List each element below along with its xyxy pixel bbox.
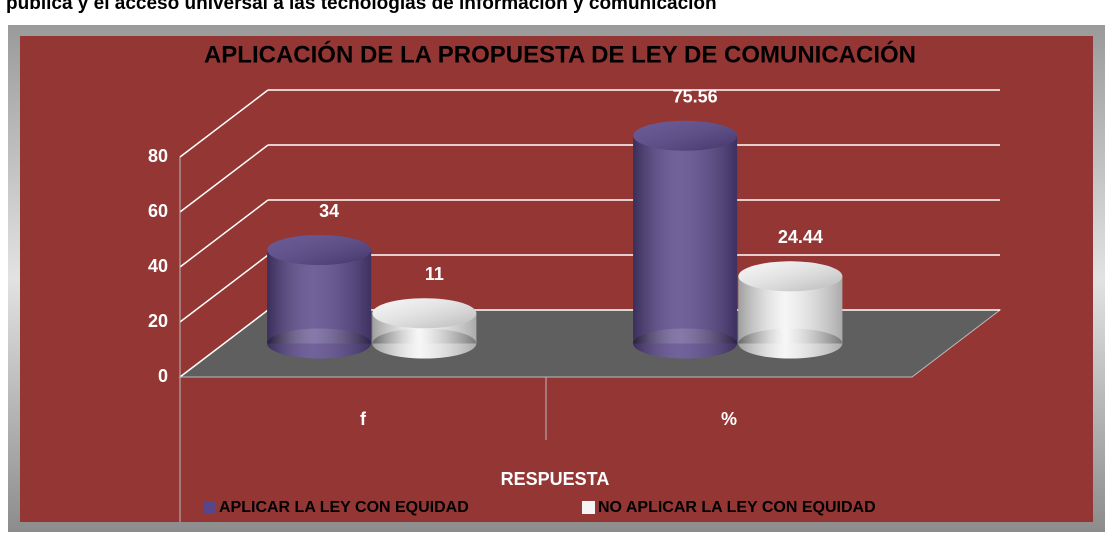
grid-line — [179, 199, 269, 268]
chart-title: APLICACIÓN DE LA PROPUESTA DE LEY DE COM… — [204, 40, 916, 68]
data-label: 11 — [425, 264, 444, 284]
legend-label: NO APLICAR LA LEY CON EQUIDAD — [598, 499, 876, 516]
cylinder-top-shade — [372, 298, 477, 329]
y-tick-label: 40 — [148, 256, 168, 276]
y-tick-label: 80 — [148, 146, 168, 166]
grid-line — [179, 89, 269, 158]
y-tick-label: 20 — [148, 311, 168, 331]
grid-line — [179, 144, 269, 213]
data-label: 24.44 — [778, 227, 823, 247]
cylinder-top-shade — [738, 261, 843, 292]
data-label: 34 — [319, 201, 339, 221]
x-axis-label: RESPUESTA — [501, 469, 610, 489]
data-label: 75.56 — [673, 86, 718, 106]
cylinder-shade — [633, 135, 738, 344]
y-tick-label: 0 — [158, 366, 168, 386]
cylinder-top-shade — [267, 235, 372, 265]
grid-line — [179, 254, 269, 323]
cylinder-shade — [267, 250, 372, 344]
cylinder-top-shade — [633, 120, 738, 151]
x-tick-label: % — [721, 409, 737, 429]
x-tick-label: f — [360, 409, 367, 429]
legend-swatch — [203, 501, 216, 514]
legend-label: APLICAR LA LEY CON EQUIDAD — [219, 499, 469, 516]
legend-swatch — [582, 501, 595, 514]
caption: pública y el acceso universal a las tecn… — [6, 0, 717, 14]
y-tick-label: 60 — [148, 201, 168, 221]
plot-background — [20, 36, 1093, 522]
grid-line — [179, 309, 269, 378]
